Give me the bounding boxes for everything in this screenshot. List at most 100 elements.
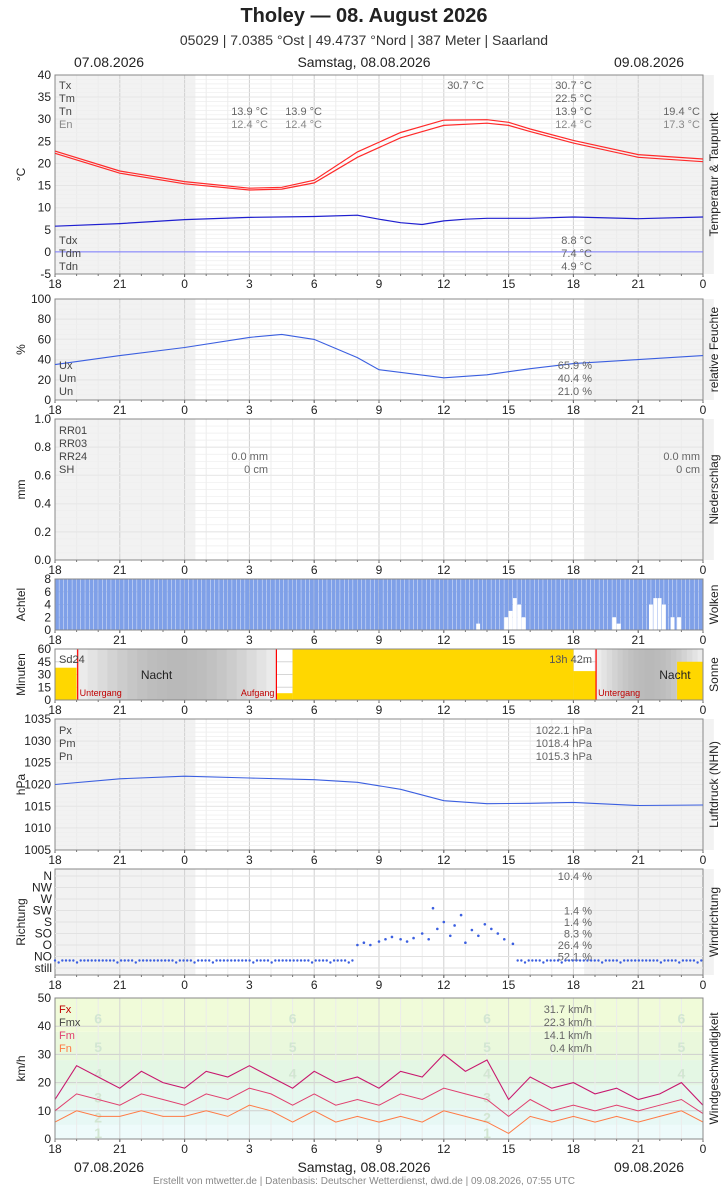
sun-bar: [55, 667, 77, 700]
sun-xtick-label: 18: [567, 703, 581, 717]
winddir-point: [593, 959, 596, 962]
cloud-bar: [638, 579, 643, 630]
clouds-ytick-label: 4: [44, 598, 51, 612]
precip-ytick-label: 0.4: [34, 497, 51, 511]
sun-night-band: [246, 649, 258, 700]
clouds-ytick-label: 2: [44, 610, 51, 624]
winddir-point: [542, 961, 545, 964]
cloud-bar: [694, 579, 699, 630]
pressure-side-label: Luftdruck (NHN): [707, 741, 721, 828]
sun-night-band: [649, 649, 656, 700]
date-left-top: 07.08.2026: [74, 54, 145, 70]
winddir-point: [171, 959, 174, 962]
temp-ytick-label: 15: [38, 179, 52, 193]
cloud-bar: [80, 579, 85, 630]
winddir-point: [94, 959, 97, 962]
sun-side-label: Sonne: [707, 657, 721, 692]
cloud-bar: [677, 579, 681, 630]
winddir-point: [453, 924, 456, 927]
cloud-bar: [322, 579, 327, 630]
pressure-xtick-label: 21: [113, 853, 127, 867]
clouds-side-label: Wolken: [707, 585, 721, 625]
precip-ytick-label: 0.0: [34, 553, 51, 567]
cloud-bar: [603, 579, 608, 630]
temp-series-Tx: [54, 119, 704, 189]
winddir-point: [292, 959, 295, 962]
precip-annot-rr24-2: 0.0 mm: [663, 451, 700, 463]
humidity-legend-Un: Un: [59, 386, 73, 398]
precip-xtick-label: 6: [311, 563, 318, 577]
winddir-point: [83, 959, 86, 962]
winddir-point: [490, 927, 493, 931]
winddir-point: [641, 959, 644, 962]
winddir-point: [281, 959, 284, 962]
winddir-point: [692, 959, 696, 962]
winddir-point: [405, 940, 409, 943]
clouds-xtick-label: 0: [181, 633, 188, 647]
winddir-point: [377, 940, 381, 943]
winddir-point: [219, 959, 222, 962]
humidity-xtick-label: 15: [502, 403, 516, 417]
winddir-point: [53, 959, 57, 962]
winddir-point: [174, 961, 178, 964]
sun-xtick-label: 12: [437, 703, 451, 717]
cloud-bar: [141, 579, 146, 630]
windspeed-series-Fn: [54, 1104, 704, 1134]
humidity-xtick-label: 21: [113, 403, 127, 417]
winddir-label-SO: SO: [35, 927, 52, 941]
date-right-top: 09.08.2026: [614, 54, 685, 70]
cloud-bar: [275, 579, 280, 630]
pressure-legend-Pn: Pn: [59, 751, 72, 763]
winddir-point: [310, 961, 314, 964]
cloud-bar: [292, 579, 297, 630]
cloud-bar: [595, 579, 599, 630]
clouds-xtick-label: 6: [311, 633, 318, 647]
precip-ylabel: mm: [14, 480, 28, 500]
cloud-bar: [197, 579, 202, 630]
winddir-point: [86, 959, 90, 962]
winddir-point: [127, 959, 130, 962]
winddir-point: [442, 920, 446, 924]
cloud-bar: [132, 579, 137, 630]
cloud-bar: [582, 579, 586, 630]
cloud-bar: [67, 579, 72, 630]
clouds-xtick-label: 21: [113, 633, 127, 647]
pressure-xtick-label: 3: [246, 853, 253, 867]
winddir-point: [123, 959, 126, 962]
cloud-bar: [335, 579, 340, 630]
winddir-point: [384, 937, 387, 941]
precip-xtick-label: 21: [113, 563, 127, 577]
windspeed-series-Fm: [54, 1087, 704, 1118]
humidity-legend-Ux: Ux: [59, 360, 73, 372]
cloud-bar: [607, 579, 612, 630]
cloud-bar: [461, 579, 465, 630]
winddir-point: [427, 937, 430, 941]
clouds-xtick-label: 0: [700, 633, 707, 647]
date-left-bottom: 07.08.2026: [74, 1159, 145, 1175]
pressure-ytick-label: 1015: [24, 799, 51, 813]
winddir-xtick-label: 0: [700, 978, 707, 992]
cloud-bar: [318, 579, 323, 630]
cloud-bar: [370, 579, 375, 630]
temp-annot-en-1: 12.4 °C: [231, 119, 268, 131]
winddir-point: [252, 961, 255, 964]
temp-annot-en-2: 12.4 °C: [285, 119, 322, 131]
cloud-bar: [357, 579, 362, 630]
winddir-point: [556, 959, 560, 962]
winddir-point: [340, 959, 343, 962]
winddir-point: [64, 959, 68, 962]
winddir-point: [90, 959, 93, 962]
cloud-bar: [422, 579, 427, 630]
clouds-xtick-label: 18: [48, 633, 62, 647]
cloud-bar: [344, 579, 349, 630]
sun-night-band: [117, 649, 128, 700]
temp-ytick-label: 5: [44, 223, 51, 237]
temp-legend-Tm: Tm: [59, 93, 75, 105]
temp-xtick-label: 0: [700, 277, 707, 291]
sun-sunrise-label: Aufgang: [241, 688, 275, 698]
windspeed-xtick-label: 0: [700, 1142, 707, 1156]
pressure-annot-Px: 1022.1 hPa: [536, 725, 593, 737]
cloud-bar: [348, 579, 353, 630]
windspeed-legend-Fmx: Fmx: [59, 1017, 81, 1029]
sun-ylabel: Minuten: [14, 653, 28, 696]
